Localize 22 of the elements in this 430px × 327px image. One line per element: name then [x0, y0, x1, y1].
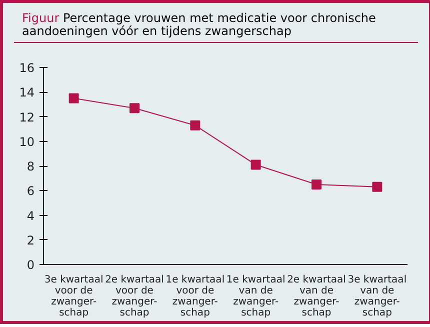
y-tick-label: 4 [26, 208, 35, 223]
y-tick-label: 6 [26, 184, 35, 198]
y-tick-label: 8 [26, 160, 35, 174]
y-tick-label: 12 [19, 110, 35, 124]
point [130, 103, 140, 114]
x-tick-label: 2e kwartaal van de zwanger- schap [287, 274, 346, 318]
point [68, 93, 79, 104]
x-tick-label: 2e kwartaal voor de zwanger- schap [105, 274, 164, 318]
point [250, 160, 261, 170]
y-tick-label: 10 [19, 134, 35, 149]
x-tick-label: 1e kwartaal van de zwanger- schap [226, 274, 286, 318]
y-tick-label: 0 [26, 258, 35, 272]
y-tick-label: 14 [19, 86, 35, 100]
y-tick-label: 16 [19, 61, 35, 75]
point [372, 182, 382, 192]
chart-title: Figuur Percentage vrouwen met medicatie voor chronische aandoeningen vóór en tijdens zwangerschap [14, 8, 418, 43]
point [190, 120, 200, 130]
point [312, 179, 322, 190]
x-tick-label: 1e kwartaal voor de zwanger- schap [166, 274, 225, 318]
y-tick-label: 2 [26, 233, 35, 248]
x-tick-label: 3e kwartaal voor de zwanger- schap [44, 274, 104, 318]
x-tick-label: 3e kwartaal van de zwanger- schap [348, 274, 407, 318]
